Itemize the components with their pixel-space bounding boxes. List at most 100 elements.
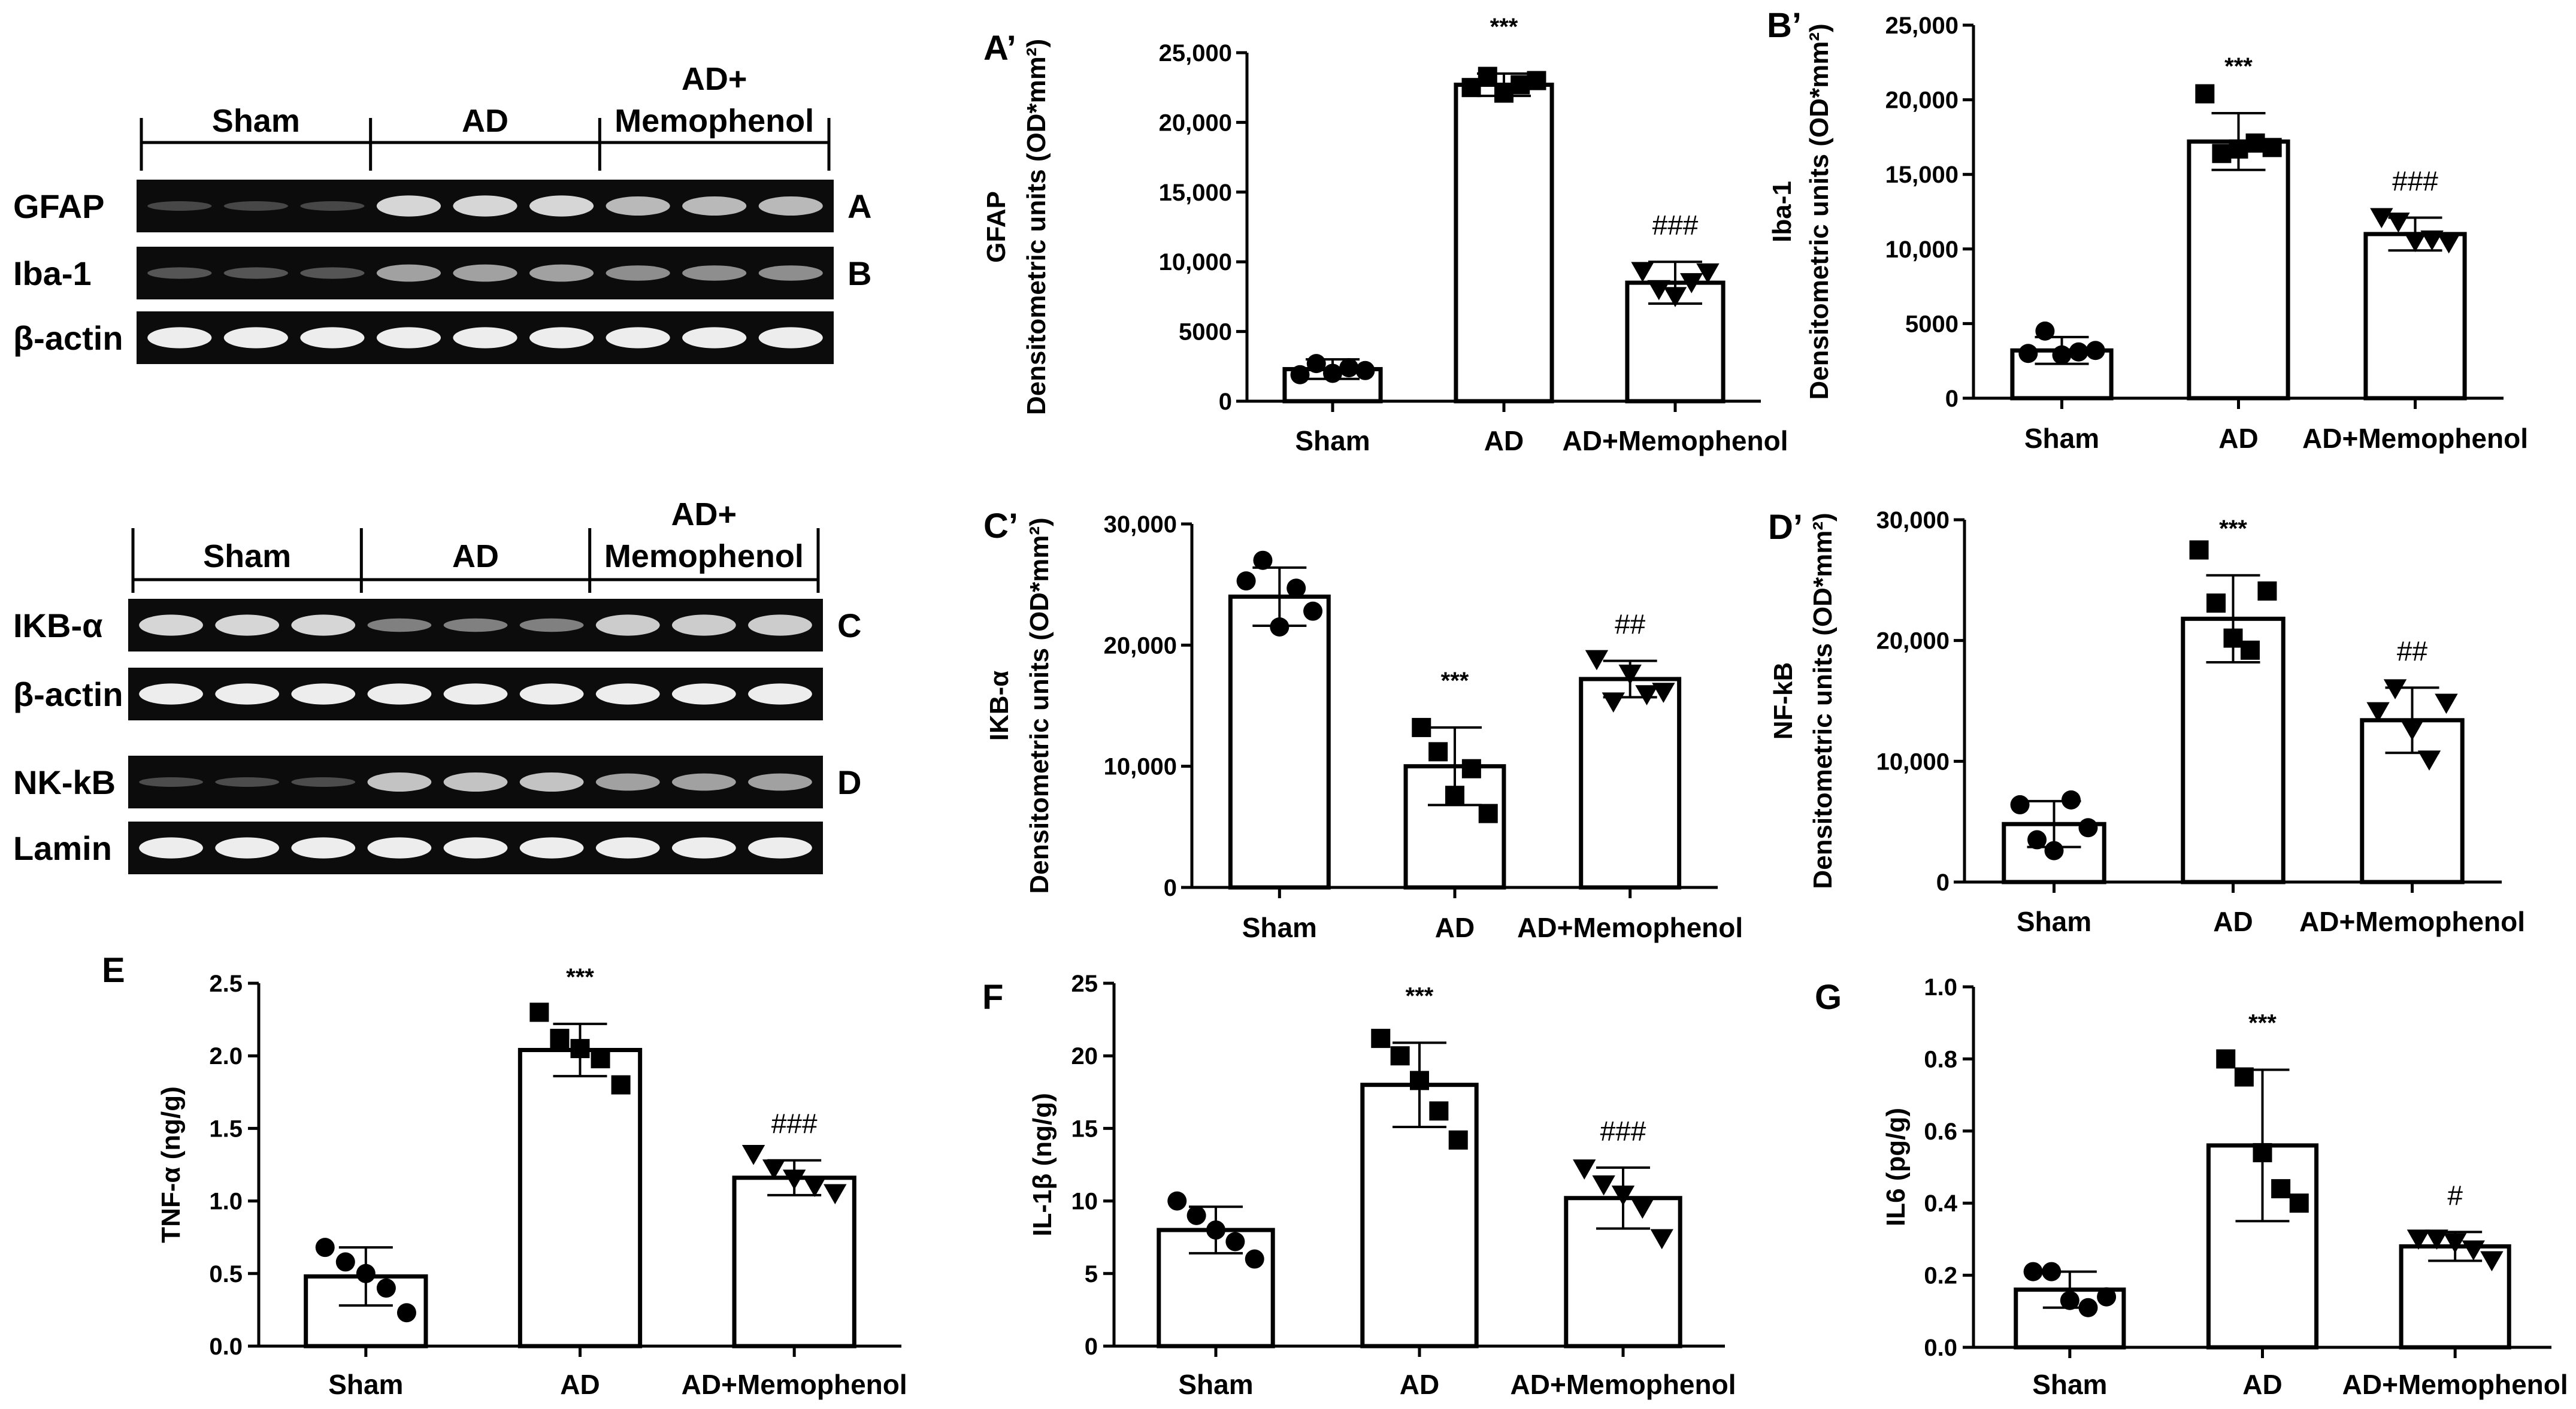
blot-row-label: NK-kB — [13, 763, 116, 801]
data-point — [782, 1169, 806, 1190]
blot-panel-label: B — [847, 254, 871, 292]
bar-group: ## — [1579, 609, 1682, 898]
bar — [1360, 1083, 1479, 1349]
bar-group — [2010, 321, 2114, 409]
chart-E: E TNF-α (ng/g) 0.0 0.5 1.0 1.5 2.0 2.5 Sham *** AD… — [102, 951, 907, 1400]
data-point — [1339, 358, 1359, 378]
data-point — [1371, 1029, 1391, 1049]
significance-label: *** — [2248, 1010, 2277, 1036]
blot-row: IKB-α C — [13, 599, 861, 652]
data-point — [1186, 1205, 1206, 1225]
data-point — [1494, 83, 1513, 103]
data-point — [2212, 144, 2232, 163]
blot-row-label: GFAP — [13, 187, 104, 225]
data-point — [356, 1263, 376, 1283]
data-point — [1355, 360, 1375, 380]
data-point — [1631, 1198, 1654, 1219]
data-point — [1206, 1220, 1225, 1240]
y-tick-label: 10,000 — [1159, 249, 1232, 275]
bar — [1579, 677, 1682, 890]
chart-B': B’ Iba-1 Densitometric units (OD*mm²) 0 5000… — [1767, 6, 2528, 454]
blot-band — [291, 777, 356, 787]
blot-band — [376, 264, 441, 282]
blot-row-label: Lamin — [13, 829, 112, 867]
blot-band — [147, 327, 212, 349]
y-axis-label: Densitometric units (OD*mm²) — [1022, 39, 1051, 415]
data-point — [2085, 341, 2105, 360]
blot-band — [529, 195, 594, 217]
blot-band — [453, 327, 517, 349]
data-point — [2061, 790, 2081, 810]
significance-label: ### — [2392, 165, 2438, 196]
data-point — [1602, 692, 1625, 713]
blot-band — [443, 772, 508, 792]
blot-panel-label: D — [837, 763, 861, 801]
blot-band — [215, 837, 280, 859]
data-point — [1478, 66, 1497, 86]
y-tick-label: 20,000 — [1159, 110, 1232, 136]
data-point — [550, 1029, 570, 1049]
blot-row: β-actin — [13, 311, 834, 364]
data-point — [1652, 683, 1675, 703]
y-tick-label: 0 — [1945, 386, 1959, 412]
blot-band — [606, 327, 670, 349]
data-point — [2216, 1049, 2236, 1069]
data-point — [2435, 693, 2458, 714]
y-tick-label: 0.6 — [1924, 1119, 1957, 1145]
blot-band — [443, 683, 508, 705]
blot-band — [367, 772, 432, 792]
data-point — [2023, 1262, 2043, 1281]
panel-label: G — [1815, 978, 1842, 1017]
blot-band — [606, 196, 670, 216]
data-point — [1390, 1046, 1410, 1066]
data-point — [2223, 628, 2243, 648]
data-point — [335, 1252, 355, 1272]
blot-band — [443, 618, 508, 632]
data-point — [2404, 232, 2427, 252]
significance-label: *** — [566, 964, 594, 990]
blot-row: Lamin — [13, 822, 823, 874]
blot-row-label: β-actin — [13, 319, 123, 357]
blot-band — [215, 683, 280, 705]
blot-band — [215, 614, 280, 636]
data-point — [1631, 262, 1654, 283]
data-point — [2189, 540, 2209, 560]
data-point — [2234, 1067, 2254, 1087]
data-point — [1270, 617, 1289, 637]
chart-G: G IL6 (pg/g) 0.0 0.2 0.4 0.6 0.8 1.0 Sham *** AD # A… — [1815, 974, 2568, 1400]
blot-band — [682, 327, 747, 349]
data-point — [2078, 818, 2098, 838]
data-point — [2407, 1229, 2430, 1250]
significance-label: *** — [2219, 516, 2247, 542]
bar — [1454, 83, 1554, 404]
blot-band — [300, 201, 365, 211]
x-category-label: Sham — [2032, 1369, 2107, 1400]
data-point — [1585, 650, 1609, 671]
data-point — [1663, 287, 1687, 307]
blot-band — [215, 777, 280, 787]
y-tick-label: 0.8 — [1924, 1046, 1957, 1072]
data-point — [1306, 354, 1326, 374]
blot-band — [758, 196, 823, 216]
blot-band — [291, 837, 356, 859]
group-label: AD+ — [671, 496, 737, 532]
blot-row-label: Iba-1 — [13, 254, 92, 292]
y-tick-label: 25,000 — [1159, 40, 1232, 66]
data-point — [1478, 804, 1498, 823]
y-axis-label: TNF-α (ng/g) — [156, 1086, 186, 1243]
data-point — [2035, 321, 2055, 341]
y-tick-label: 25 — [1071, 971, 1098, 997]
data-point — [2069, 342, 2088, 362]
y-tick-label: 5 — [1085, 1261, 1098, 1287]
data-point — [1412, 717, 1431, 737]
x-category-label: AD — [1435, 912, 1475, 943]
blot-band — [223, 327, 288, 349]
x-category-label: AD+Memophenol — [1517, 912, 1743, 943]
blot-band — [139, 683, 203, 705]
data-point — [2027, 830, 2047, 850]
y-tick-label: 0.0 — [1924, 1335, 1957, 1361]
blot-band — [671, 614, 736, 636]
y-tick-label: 15 — [1071, 1116, 1098, 1142]
blot-band — [223, 267, 288, 279]
